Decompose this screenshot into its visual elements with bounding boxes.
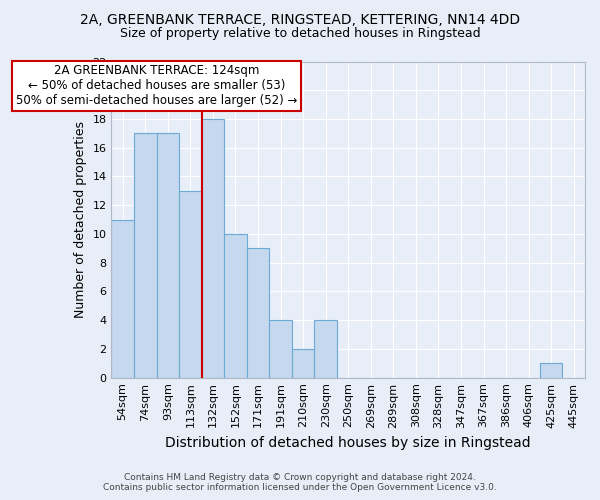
- Bar: [179, 191, 202, 378]
- Bar: [134, 134, 157, 378]
- Bar: [540, 364, 562, 378]
- Bar: [292, 349, 314, 378]
- Bar: [202, 119, 224, 378]
- Bar: [157, 134, 179, 378]
- Bar: [247, 248, 269, 378]
- X-axis label: Distribution of detached houses by size in Ringstead: Distribution of detached houses by size …: [166, 436, 531, 450]
- Text: 2A GREENBANK TERRACE: 124sqm
← 50% of detached houses are smaller (53)
50% of se: 2A GREENBANK TERRACE: 124sqm ← 50% of de…: [16, 64, 297, 108]
- Bar: [112, 220, 134, 378]
- Bar: [314, 320, 337, 378]
- Text: Size of property relative to detached houses in Ringstead: Size of property relative to detached ho…: [119, 28, 481, 40]
- Y-axis label: Number of detached properties: Number of detached properties: [74, 121, 87, 318]
- Text: Contains HM Land Registry data © Crown copyright and database right 2024.
Contai: Contains HM Land Registry data © Crown c…: [103, 473, 497, 492]
- Bar: [224, 234, 247, 378]
- Text: 2A, GREENBANK TERRACE, RINGSTEAD, KETTERING, NN14 4DD: 2A, GREENBANK TERRACE, RINGSTEAD, KETTER…: [80, 12, 520, 26]
- Bar: [269, 320, 292, 378]
